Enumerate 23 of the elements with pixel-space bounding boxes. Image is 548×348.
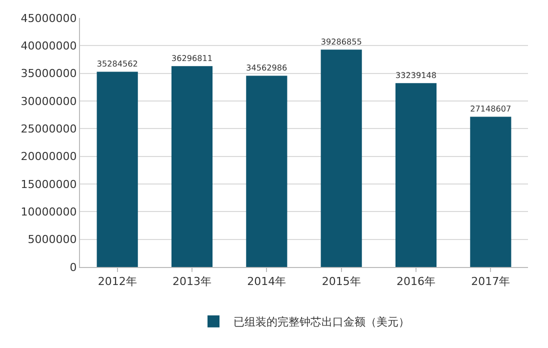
x-tick-label: 2012年 <box>98 275 137 288</box>
y-tick-label: 25000000 <box>20 122 77 136</box>
bar <box>96 72 138 267</box>
x-tick-label: 2016年 <box>396 275 436 288</box>
y-tick-label: 45000000 <box>20 12 77 25</box>
bar <box>246 76 288 267</box>
y-tick-label: 10000000 <box>20 206 77 219</box>
y-tick-label: 35000000 <box>20 67 77 80</box>
bar <box>470 116 512 267</box>
bar <box>171 66 213 267</box>
legend-label: 已组装的完整钟芯出口金额（美元） <box>234 316 410 329</box>
y-tick-label: 5000000 <box>28 233 77 246</box>
x-tick-label: 2014年 <box>247 275 286 288</box>
x-tick-label: 2013年 <box>172 275 212 288</box>
y-tick-label: 20000000 <box>20 150 77 164</box>
x-tick-label: 2015年 <box>322 275 361 288</box>
y-tick-label: 30000000 <box>20 94 77 108</box>
y-tick-label: 0 <box>70 260 77 274</box>
y-tick-label: 15000000 <box>20 178 77 191</box>
bar <box>395 83 437 267</box>
y-tick-label: 40000000 <box>20 40 77 53</box>
x-tick-label: 2017年 <box>471 275 510 288</box>
bar <box>320 50 362 267</box>
